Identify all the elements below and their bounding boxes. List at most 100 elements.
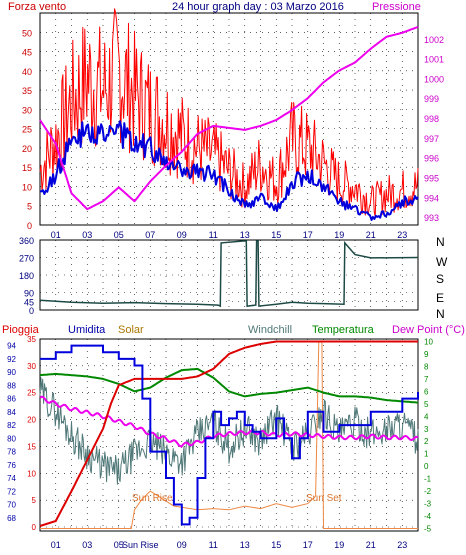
rain-line [39,340,418,527]
top-hour-tick-label: 01 [51,230,61,240]
pressure-tick-label: 1000 [424,74,444,84]
temperature-tick-label: -5 [424,525,432,534]
bottom-hour-tick-label: 05 [114,540,124,550]
temperature-tick-label: 5 [424,400,429,409]
top-hour-tick-label: 11 [209,230,218,240]
pressure-line [39,25,419,211]
direction-tick-label: 180 [19,271,34,281]
temperature-tick-label: 9 [424,350,429,359]
humidity-tick-label: 84 [7,408,16,417]
rain-tick-label: 20 [27,416,36,425]
humidity-tick-label: 92 [7,355,16,364]
chart-title: 24 hour graph day : 03 Marzo 2016 [172,1,344,13]
temperature-tick-label: -4 [424,512,432,521]
humidity-tick-label: 82 [7,421,16,430]
bottom-hour-tick-label: 03 [82,540,92,550]
pressure-tick-label: 997 [424,134,439,144]
top-hour-tick-label: 21 [366,230,376,240]
solar-line [40,341,418,529]
humidity-tick-label: 70 [7,501,16,510]
humidity-tick-label: 68 [7,514,16,523]
humidity-tick-label: 90 [7,368,16,377]
top-hour-tick-label: 23 [397,230,407,240]
temperature-tick-label: 0 [424,462,429,471]
compass-label: N [436,307,445,321]
top-hour-tick-label: 15 [271,230,281,240]
sunrise-axis-annotation: Sun Rise [122,540,159,550]
bottom-hour-tick-label: 09 [177,540,187,550]
top-hour-tick-label: 13 [240,230,250,240]
wind-tick-label: 35 [22,86,32,96]
temperature-tick-label: -3 [424,500,432,509]
temperature-tick-label: 7 [424,375,429,384]
bottom-hour-tick-label: 23 [397,540,407,550]
direction-series-group [39,240,419,308]
windchill-line [39,377,419,485]
humidity-tick-label: 72 [7,487,16,496]
top-hour-tick-label: 07 [145,230,155,240]
wind-gust-line [39,8,419,218]
temperature-tick-label: -1 [424,475,432,484]
bottom-hour-tick-label: 17 [303,540,313,550]
compass-label: E [436,291,444,305]
sunset-annotation: Sun Set [306,493,342,504]
dewpoint-line [39,395,419,448]
rain-tick-label: 10 [27,469,36,478]
top-hour-tick-label: 17 [303,230,313,240]
bottom-hour-tick-label: 01 [51,540,61,550]
temperature-tick-label: 1 [424,450,429,459]
pressure-axis-title: Pressione [372,1,421,13]
temperature-tick-label: 2 [424,437,429,446]
humidity-tick-label: 80 [7,434,16,443]
bottom-hour-tick-label: 15 [271,540,281,550]
rain-tick-label: 0 [32,523,37,532]
wind-tick-label: 15 [22,163,32,173]
axis-labels: 0510152025303540455099399499599699799899… [7,28,448,550]
humidity-tick-label: 86 [7,395,16,404]
bottom-hour-tick-label: 11 [209,540,218,550]
pressure-tick-label: 993 [424,213,439,223]
humidity-tick-label: 94 [7,342,16,351]
wind-tick-label: 0 [27,221,32,231]
direction-panel-frame [39,239,419,311]
wind-axis-title: Forza vento [8,1,66,13]
temperature-tick-label: -2 [424,487,432,496]
sunrise-annotation: Sun Rise [132,493,173,504]
temperature-tick-label: 3 [424,425,429,434]
rain-tick-label: 5 [32,496,37,505]
solar-label: Solar [118,324,144,336]
humidity-tick-label: 76 [7,461,16,470]
rain-tick-label: 25 [27,389,36,398]
humidity-tick-label: 78 [7,448,16,457]
windchill-label: Windchill [248,324,292,336]
dewpoint-label: Dew Point (°C) [392,324,465,336]
pressure-tick-label: 995 [424,173,439,183]
pressure-tick-label: 998 [424,114,439,124]
direction-tick-label: 270 [19,254,34,264]
pressure-tick-label: 994 [424,193,439,203]
top-hour-tick-label: 19 [334,230,344,240]
temperature-tick-label: 4 [424,412,429,421]
temperature-tick-label: 10 [424,337,433,346]
bottom-hour-tick-label: 21 [366,540,376,550]
pressure-tick-label: 996 [424,154,439,164]
top-hour-tick-label: 05 [114,230,124,240]
temperature-tick-label: 8 [424,362,429,371]
direction-tick-label: 0 [29,306,34,316]
rain-tick-label: 15 [27,442,36,451]
rain-label: Pioggia [2,324,40,336]
direction-tick-label: 90 [24,289,34,299]
direction-tick-label: 360 [19,236,34,246]
pressure-tick-label: 1001 [424,55,444,65]
wind-tick-label: 25 [22,125,32,135]
wind-tick-label: 20 [22,144,32,154]
bottom-series-group [39,340,419,529]
wind-tick-label: 50 [22,28,32,38]
top-series-group [39,8,419,221]
bottom-hour-tick-label: 13 [240,540,250,550]
rain-tick-label: 35 [27,335,36,344]
wind-tick-label: 5 [27,202,32,212]
wind-tick-label: 10 [22,182,32,192]
top-hour-tick-label: 09 [177,230,187,240]
wind-tick-label: 30 [22,105,32,115]
